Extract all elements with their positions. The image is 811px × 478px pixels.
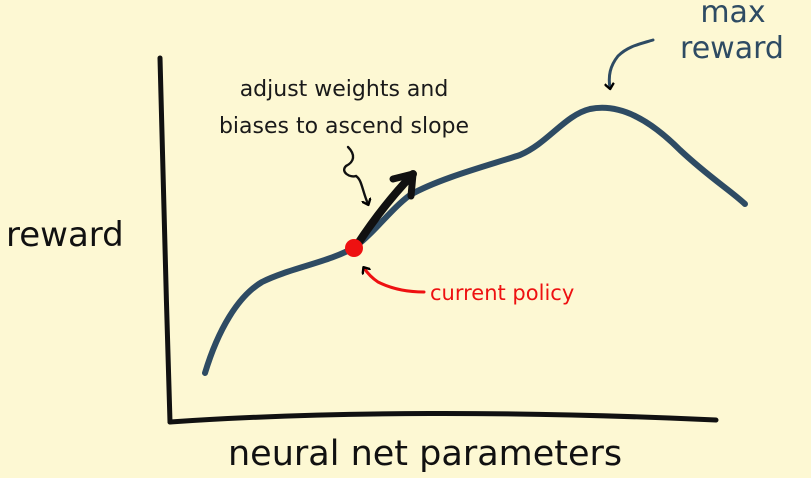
ascent-arrow-shaft <box>353 170 417 249</box>
y-axis-line <box>157 55 173 425</box>
ascent-arrow-head <box>389 170 417 200</box>
current-policy-pointer-arrow <box>364 268 426 294</box>
reward-curve <box>202 104 748 376</box>
x-axis-line <box>167 410 719 425</box>
ascent-arrow <box>353 170 417 249</box>
adjust-annotation-line2: biases to ascend slope <box>219 114 469 139</box>
current-policy-point <box>345 239 363 257</box>
x-axis-label: neural net parameters <box>228 434 622 474</box>
max-reward-label-line2: reward <box>680 31 784 66</box>
adjust-pointer-arrow <box>342 145 368 204</box>
y-axis-label: reward <box>6 215 124 255</box>
current-policy-label: current policy <box>430 281 574 305</box>
max-reward-pointer-arrow <box>609 38 655 88</box>
max-reward-label-line1: max <box>700 0 765 30</box>
adjust-annotation-line1: adjust weights and <box>240 77 449 102</box>
